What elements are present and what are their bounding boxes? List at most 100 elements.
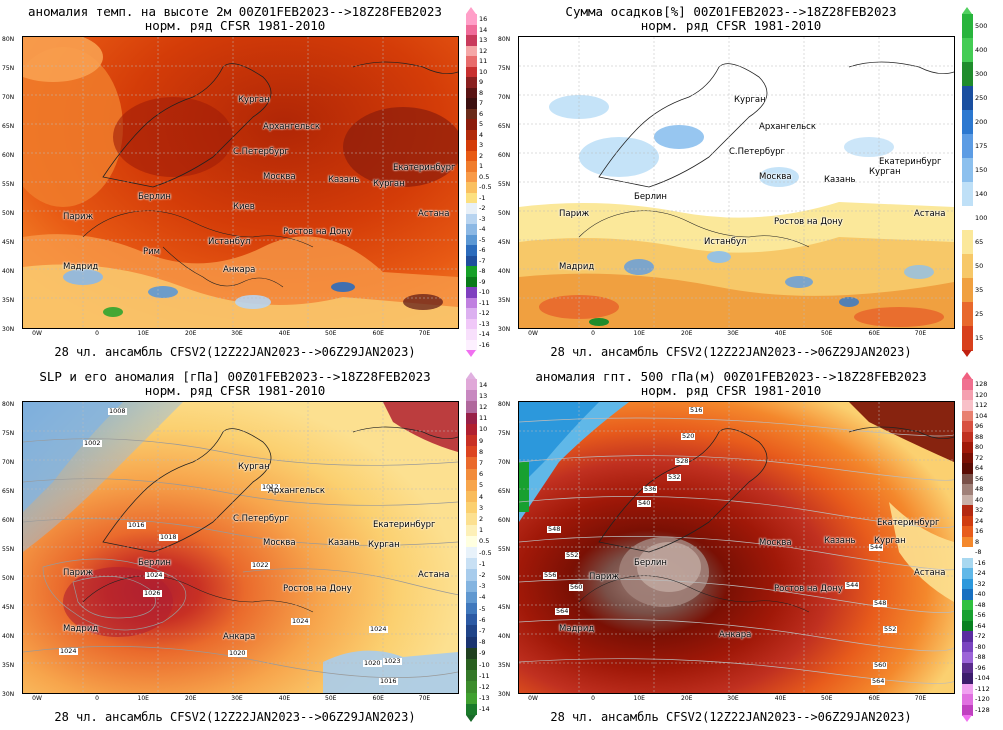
- colorbar-segment: [466, 513, 477, 526]
- colorbar-label: 128: [975, 380, 988, 389]
- panel-title: аномалия гпт. 500 гПа(м) 00Z01FEB2023-->…: [535, 369, 927, 384]
- colorbar-label: 500: [975, 22, 988, 30]
- colorbar-segment: [962, 589, 973, 600]
- y-axis-label: 80N: [498, 401, 511, 408]
- city-label: Курган: [368, 540, 400, 550]
- y-axis-label: 80N: [498, 36, 511, 43]
- colorbar-label: -11: [479, 298, 490, 307]
- x-axis-label: 40E: [278, 330, 291, 337]
- y-axis-label: 75N: [498, 430, 511, 437]
- city-label: Курган: [373, 179, 405, 189]
- x-axis-label: 60E: [372, 695, 384, 702]
- colorbar-segment: [466, 636, 477, 649]
- x-axis-label: 10E: [633, 330, 645, 337]
- y-axis-label: 65N: [2, 488, 15, 495]
- colorbar-top-arrow: [962, 372, 972, 379]
- x-axis-label: 10E: [137, 695, 149, 702]
- colorbar-segment: [962, 410, 973, 422]
- colorbar-segment: [466, 692, 477, 705]
- city-label: С.Петербург: [233, 147, 289, 157]
- y-axis-labels: 80N 75N 70N 65N 60N 55N 50N 45N 40N 35N 30N: [496, 401, 516, 698]
- colorbar-label: 16: [479, 15, 488, 24]
- y-axis-label: 55N: [2, 181, 15, 188]
- x-axis-label: 40E: [774, 695, 787, 702]
- colorbar-label: -2: [479, 571, 486, 579]
- colorbar-label: 104: [975, 411, 988, 420]
- y-axis-label: 45N: [2, 604, 15, 611]
- colorbar-segment: [962, 473, 973, 485]
- colorbar-segment: [466, 203, 477, 214]
- colorbar-label: -120: [975, 695, 990, 704]
- city-label: С.Петербург: [233, 514, 289, 524]
- colorbar-label: 1: [479, 162, 484, 171]
- colorbar-label: 3: [479, 503, 484, 512]
- city-label: Ростов на Дону: [283, 584, 352, 594]
- x-axis-label: 0W: [528, 330, 538, 337]
- colorbar-label: 64: [975, 464, 984, 473]
- y-axis-label: 30N: [498, 691, 511, 698]
- x-axis-label: 40E: [278, 695, 291, 702]
- city-label: Анкара: [223, 265, 256, 275]
- y-axis-label: 30N: [2, 691, 15, 698]
- colorbar-segment: [962, 86, 973, 111]
- city-label: Истанбул: [208, 237, 251, 247]
- city-label: Москва: [759, 172, 792, 182]
- colorbar-label: -0.5: [479, 183, 492, 192]
- colorbar-label: 35: [975, 286, 984, 294]
- colorbar-top-arrow: [962, 7, 972, 14]
- colorbar-label: -2: [479, 204, 486, 213]
- city-label: Париж: [63, 568, 94, 578]
- city-label: Рим: [143, 247, 161, 257]
- city-label: Анкара: [223, 632, 256, 642]
- y-axis-label: 35N: [498, 662, 511, 669]
- city-label: Архангельск: [268, 486, 325, 496]
- colorbar-segment: [466, 647, 477, 660]
- colorbar-label: 300: [975, 70, 988, 78]
- city-label: Астана: [418, 570, 450, 580]
- city-label: Берлин: [634, 192, 667, 202]
- temp-colorbar-labels: 16 14 13 12 11 10 9 8 7 6 5 4 3 2 1 0.5 -0.5 -1 -2 -3 -4 -5 -6…: [479, 14, 501, 350]
- colorbar-label: 3: [479, 141, 484, 150]
- colorbar-segment: [962, 578, 973, 590]
- colorbar-segment: [466, 35, 477, 46]
- city-label: Екатеринбург: [373, 520, 436, 530]
- city-label: Астана: [418, 209, 450, 219]
- colorbar-label: -48: [975, 600, 986, 609]
- panel-subtitle: норм. ряд CFSR 1981-2010: [640, 18, 822, 33]
- colorbar-segment: [466, 245, 477, 256]
- colorbar-segment: [962, 641, 973, 653]
- colorbar-segment: [962, 230, 973, 255]
- colorbar-segment: [466, 77, 477, 88]
- colorbar-label: 14: [479, 380, 488, 389]
- y-axis-label: 45N: [498, 239, 511, 246]
- colorbar-label: -5: [479, 604, 486, 613]
- colorbar-label: -16: [975, 558, 986, 567]
- colorbar-label: -5: [479, 235, 486, 244]
- city-label: Париж: [589, 572, 620, 582]
- isohypse-label: 548: [873, 599, 888, 607]
- isohypse-label: 564: [871, 677, 886, 685]
- colorbar-label: -13: [479, 319, 490, 328]
- colorbar-segment: [466, 379, 477, 391]
- colorbar-segment: [962, 134, 973, 159]
- colorbar-segment: [962, 38, 973, 63]
- colorbar-label: 96: [975, 422, 984, 431]
- colorbar-label: 150: [975, 166, 988, 174]
- city-label: Берлин: [634, 558, 667, 568]
- colorbar-segment: [466, 390, 477, 402]
- colorbar-label: 72: [975, 453, 984, 462]
- isobar-label: 1024: [145, 571, 164, 579]
- city-label: Анкара: [719, 630, 752, 640]
- colorbar-label: 6: [479, 109, 484, 118]
- colorbar-segment: [466, 318, 477, 330]
- city-label: Архангельск: [263, 122, 320, 132]
- colorbar-segment: [962, 547, 973, 558]
- colorbar-segment: [466, 535, 477, 548]
- colorbar-label: 15: [975, 334, 984, 342]
- panel-title: аномалия темп. на высоте 2м 00Z01FEB2023…: [28, 4, 442, 19]
- colorbar-segment: [466, 276, 477, 288]
- colorbar-segment: [466, 150, 477, 162]
- colorbar-segment: [466, 479, 477, 492]
- y-axis-label: 65N: [2, 123, 15, 130]
- z500-map: 516 520 528 532 536 540 548 552 556 560 …: [518, 401, 955, 694]
